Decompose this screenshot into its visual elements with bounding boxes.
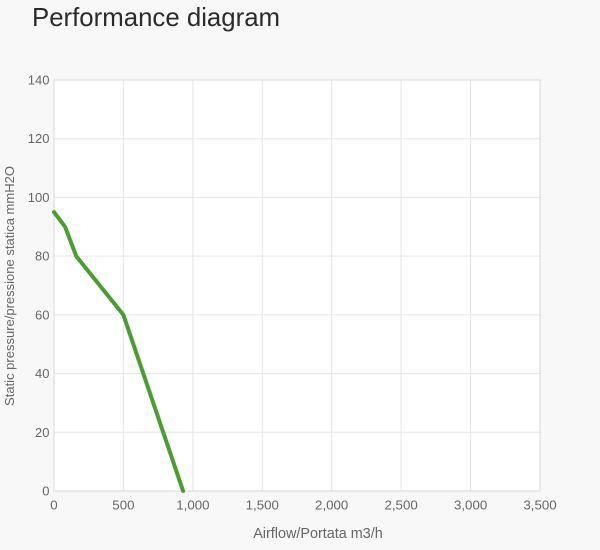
- svg-text:Static pressure/pressione stat: Static pressure/pressione statica mmH2O: [2, 166, 17, 406]
- svg-text:3,500: 3,500: [523, 498, 556, 513]
- svg-text:40: 40: [35, 366, 49, 381]
- svg-text:0: 0: [50, 498, 57, 513]
- svg-text:1,500: 1,500: [246, 498, 279, 513]
- svg-text:20: 20: [35, 425, 49, 440]
- svg-text:Airflow/Portata m3/h: Airflow/Portata m3/h: [253, 526, 383, 542]
- svg-text:0: 0: [42, 484, 49, 499]
- svg-text:120: 120: [28, 131, 50, 146]
- svg-text:60: 60: [35, 307, 49, 322]
- svg-text:140: 140: [28, 73, 50, 88]
- svg-text:2,000: 2,000: [315, 498, 348, 513]
- svg-text:500: 500: [112, 498, 134, 513]
- svg-text:80: 80: [35, 249, 49, 264]
- svg-text:2,500: 2,500: [384, 498, 417, 513]
- svg-text:3,000: 3,000: [454, 498, 487, 513]
- svg-text:1,000: 1,000: [176, 498, 209, 513]
- svg-text:100: 100: [28, 190, 50, 205]
